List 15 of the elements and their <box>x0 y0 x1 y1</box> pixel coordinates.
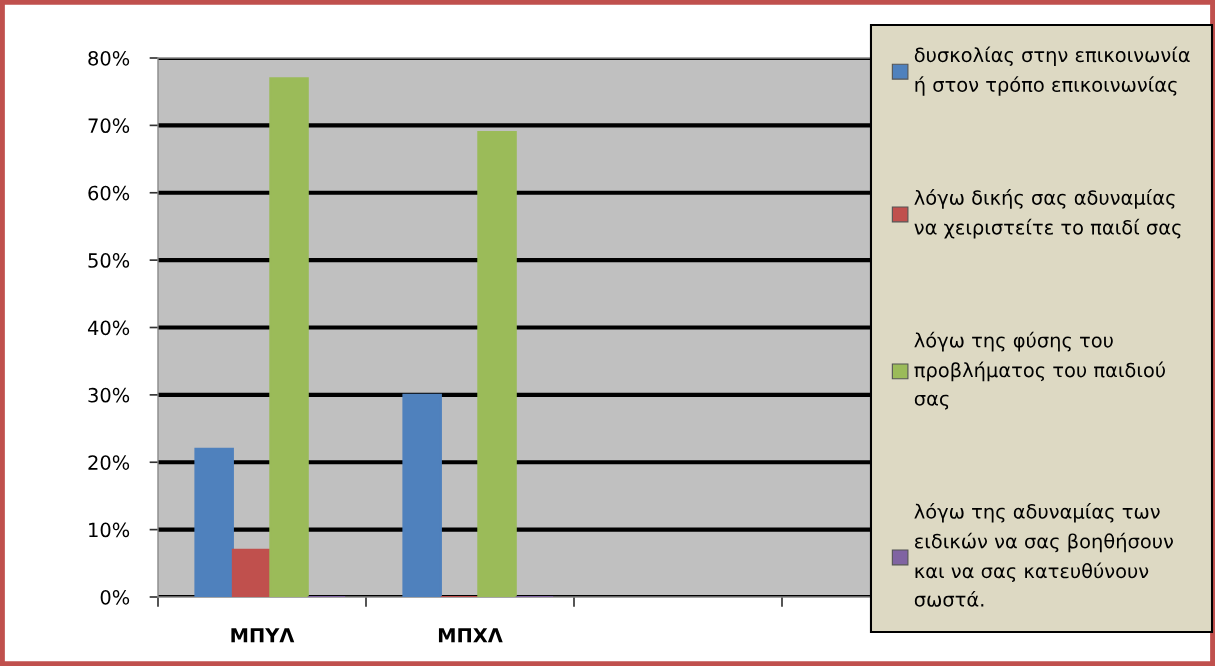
legend-label: λόγω της φύσης του προβλήματος του παιδιού σας <box>914 331 1165 410</box>
y-tick-label: 0% <box>100 589 130 605</box>
y-tick-label: 80% <box>88 50 130 66</box>
legend-label: λόγω της αδυναμίας των ειδικών να σας βοηθήσουν και να σας κατευθύνουν σωστά. <box>914 502 1173 607</box>
x-tick-label: ΜΠΧΛ <box>438 628 503 643</box>
legend-label: λόγω δικής σας αδυναμίας να χειριστείτε το παιδί σας <box>914 189 1181 239</box>
y-tick-label: 20% <box>88 455 130 470</box>
y-tick-label: 70% <box>88 118 130 134</box>
y-tick-label: 60% <box>88 185 130 201</box>
x-tick-label: ΜΠΥΛ <box>231 628 295 643</box>
y-tick-label: 40% <box>87 320 130 336</box>
y-tick-label: 10% <box>89 522 130 538</box>
legend-label: δυσκολίας στην επικοινωνία ή στον τρόπο επικοινωνίας <box>914 46 1190 96</box>
y-tick-label: 30% <box>88 387 130 403</box>
y-tick-label: 50% <box>88 253 130 268</box>
